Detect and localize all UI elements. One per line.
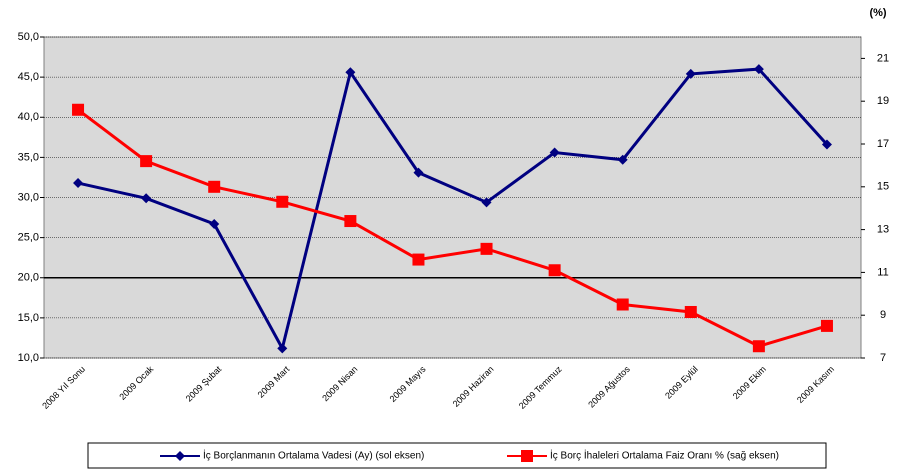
y-tick-label: 50,0 [18, 31, 39, 43]
series-line [77, 108, 828, 348]
point [412, 253, 425, 266]
legend-marker [175, 451, 185, 461]
x-tick-label: 2009 Nisan [320, 364, 359, 403]
point [548, 264, 561, 277]
point [413, 167, 424, 178]
y2-tick-label: 17 [877, 138, 889, 150]
y-tick-label: 45,0 [18, 71, 39, 83]
point [480, 242, 493, 255]
point [685, 68, 696, 79]
y2-tick-label: 7 [880, 352, 886, 364]
x-tick-label: 2009 Haziran [451, 364, 496, 409]
y-tick-label: 35,0 [18, 151, 39, 163]
x-tick-label: 2009 Mart [256, 364, 292, 400]
x-tick-label: 2009 Kasım [795, 364, 836, 405]
point [820, 319, 833, 332]
point [276, 195, 289, 208]
y2-unit: (%) [869, 7, 886, 19]
x-tick-label: 2009 Ocak [117, 364, 155, 402]
y-tick-label: 40,0 [18, 111, 39, 123]
y2-tick-label: 19 [877, 95, 889, 107]
y2-tick-label: 11 [877, 266, 888, 278]
point [684, 305, 697, 318]
point [72, 103, 85, 116]
y-tick-label: 25,0 [18, 232, 39, 244]
y2-tick-label: 21 [877, 52, 889, 64]
y-tick-label: 10,0 [18, 352, 39, 364]
legend-label: İç Borç İhaleleri Ortalama Faiz Oranı % … [550, 449, 779, 462]
x-tick-label: 2009 Ekim [731, 364, 768, 401]
y-tick-label: 30,0 [18, 191, 39, 203]
point [141, 193, 152, 204]
y2-tick-label: 15 [877, 181, 889, 193]
point [208, 180, 221, 193]
point [344, 215, 357, 228]
point [752, 340, 765, 353]
y2-tick-label: 9 [880, 309, 886, 321]
x-tick-label: 2009 Temmuz [517, 364, 564, 411]
point [277, 343, 288, 354]
y2-tick-label: 13 [877, 224, 889, 236]
point [616, 298, 629, 311]
point [481, 197, 492, 208]
x-tick-label: 2009 Şubat [184, 364, 224, 404]
point [73, 178, 84, 189]
point [821, 139, 832, 150]
x-tick-label: 2009 Ağustos [586, 364, 632, 410]
legend-label: İç Borçlanmanın Ortalama Vadesi (Ay) (so… [203, 449, 424, 462]
y-tick-label: 15,0 [18, 312, 39, 324]
point [549, 147, 560, 158]
point [753, 64, 764, 75]
x-tick-label: 2008 Yıl Sonu [40, 364, 87, 411]
legend [87, 442, 827, 469]
point [140, 155, 153, 168]
point [209, 218, 220, 229]
x-tick-label: 2009 Mayıs [388, 364, 428, 404]
series-line [77, 67, 829, 353]
y-tick-label: 20,0 [18, 272, 39, 284]
legend-marker [521, 450, 533, 462]
point [617, 154, 628, 165]
point [345, 67, 356, 78]
x-tick-label: 2009 Eylül [663, 364, 700, 401]
